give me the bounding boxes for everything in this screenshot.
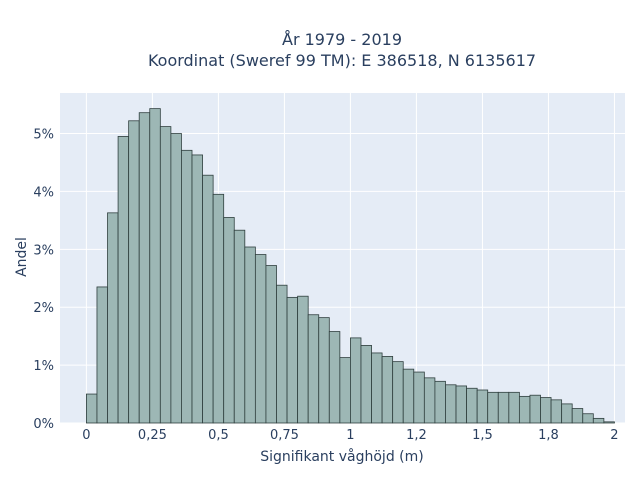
histogram-bar xyxy=(476,389,489,424)
histogram-bar xyxy=(445,384,457,424)
y-tick-label: 2% xyxy=(33,301,54,316)
histogram-bar xyxy=(328,331,341,424)
histogram-bar xyxy=(223,217,235,424)
histogram-bar xyxy=(117,136,130,424)
chart-title-line-1: År 1979 - 2019 xyxy=(282,30,402,49)
histogram-bar xyxy=(181,149,193,424)
histogram-bar xyxy=(307,314,320,424)
histogram-bar xyxy=(455,385,467,424)
histogram-bar xyxy=(466,387,478,424)
x-axis-label: Signifikant våghöjd (m) xyxy=(260,448,423,465)
histogram-bar xyxy=(571,408,584,424)
histogram-bar xyxy=(402,368,415,424)
histogram-bar xyxy=(508,391,520,424)
y-tick-label: 3% xyxy=(33,243,54,258)
histogram-bar xyxy=(350,337,362,424)
histogram-bar xyxy=(297,295,309,424)
histogram-bar xyxy=(244,246,256,424)
histogram-bar xyxy=(318,317,330,424)
histogram-bar xyxy=(286,296,299,424)
histogram-bar xyxy=(107,212,119,424)
x-tick-label: 0,75 xyxy=(270,428,299,443)
chart-title-line-2: Koordinat (Sweref 99 TM): E 386518, N 61… xyxy=(148,51,536,70)
y-tick-label: 0% xyxy=(33,417,54,432)
histogram-bar xyxy=(550,399,563,424)
histogram-bar xyxy=(371,352,383,424)
histogram-bar xyxy=(392,361,404,424)
x-tick-label: 2 xyxy=(610,428,618,443)
histogram-bar xyxy=(265,265,277,424)
histogram-bar xyxy=(138,112,151,424)
histogram-bar xyxy=(339,357,351,424)
histogram-bar xyxy=(561,403,573,424)
y-tick-label: 4% xyxy=(33,185,54,200)
x-tick-label: 1,5 xyxy=(472,428,493,443)
histogram-bar xyxy=(170,133,182,424)
histogram-bar xyxy=(233,229,246,424)
histogram-bar xyxy=(497,391,510,424)
x-tick-label: 0,5 xyxy=(208,428,229,443)
histogram-bar xyxy=(149,108,161,424)
histogram-bar xyxy=(86,393,98,424)
x-tick-label: 1 xyxy=(346,428,354,443)
histogram-bar xyxy=(603,421,615,424)
histogram-bar xyxy=(159,126,172,424)
x-tick-label: 1,2 xyxy=(406,428,427,443)
histogram-bar xyxy=(191,154,203,424)
histogram-bar xyxy=(423,377,436,424)
histogram-bar xyxy=(529,394,541,424)
histogram-bar xyxy=(128,120,140,424)
histogram-bar xyxy=(413,371,425,424)
histogram-bar xyxy=(592,417,605,424)
histogram-bar xyxy=(212,193,225,424)
histogram-bars xyxy=(86,108,615,424)
y-tick-label: 5% xyxy=(33,128,54,143)
histogram-bar xyxy=(360,345,372,424)
y-axis-ticks: 0% 1% 2% 3% 4% 5% xyxy=(33,128,54,432)
histogram-bar xyxy=(518,395,531,424)
y-axis-label: Andel xyxy=(14,237,30,277)
x-axis-ticks: 0 0,25 0,5 0,75 1 1,2 1,5 1,8 2 xyxy=(82,428,618,443)
histogram-bar xyxy=(540,397,552,424)
x-tick-label: 1,8 xyxy=(538,428,559,443)
histogram-bar xyxy=(254,254,267,424)
histogram-bar xyxy=(381,356,394,424)
histogram-bar xyxy=(276,284,288,424)
histogram-bar xyxy=(582,413,594,424)
histogram-bar xyxy=(434,380,446,424)
histogram-bar xyxy=(487,391,499,424)
x-tick-label: 0 xyxy=(82,428,90,443)
histogram-bar xyxy=(202,174,214,424)
histogram-bar xyxy=(96,286,108,424)
y-tick-label: 1% xyxy=(33,359,54,374)
x-tick-label: 0,25 xyxy=(138,428,167,443)
